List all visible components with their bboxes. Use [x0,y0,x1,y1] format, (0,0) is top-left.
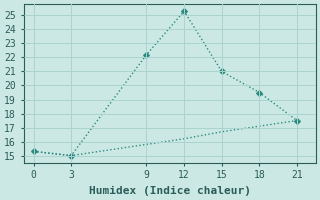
X-axis label: Humidex (Indice chaleur): Humidex (Indice chaleur) [89,186,251,196]
